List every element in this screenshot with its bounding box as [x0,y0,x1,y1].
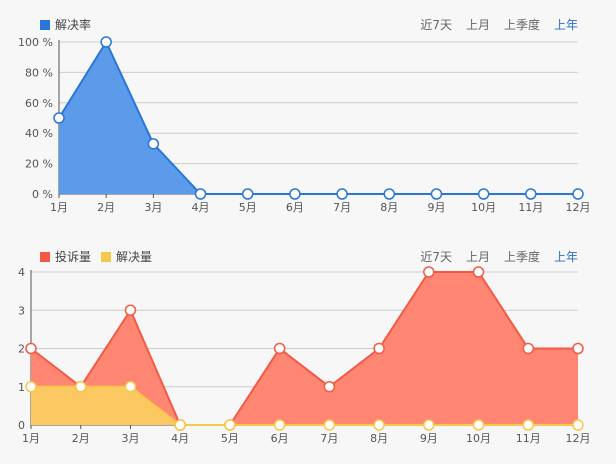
legend-label: 解决率 [55,18,92,32]
data-point [147,138,160,150]
x-tick-label: 6月 [271,432,289,445]
data-point [423,419,435,431]
tab-last-year[interactable]: 上年 [553,250,578,264]
x-tick-label: 11月 [516,432,541,445]
data-point [224,419,236,431]
x-tick-label: 9月 [427,201,445,214]
x-tick-label: 5月 [239,201,257,214]
x-tick-label: 12月 [566,432,591,445]
x-tick-label: 11月 [518,201,543,214]
data-point [525,188,537,200]
data-point [522,342,535,355]
data-point [472,419,485,431]
x-tick-label: 5月 [221,432,239,445]
data-point [373,419,385,431]
y-tick-label: 0 % [32,188,53,201]
data-point [383,188,396,200]
y-tick-label: 20 % [25,158,53,171]
data-point [572,188,584,200]
series-line [31,385,578,426]
data-point [572,342,584,355]
series-area [31,272,578,425]
x-tick-label: 6月 [286,201,304,214]
y-tick-label: 100 % [18,36,53,49]
x-tick-label: 3月 [121,432,139,445]
complaints-chart: 0 1 2 3 4 1月 2月 3月 4月 5月 6月 7月 8月 9月 10月 11月 12月 [18,266,591,445]
x-tick-label: 2月 [72,432,90,445]
data-point [25,342,37,355]
tab-last-7-days[interactable]: 近7天 [420,18,452,32]
tab-last-7-days[interactable]: 近7天 [420,250,452,264]
x-tick-label: 12月 [566,201,591,214]
tab-last-month[interactable]: 上月 [465,250,490,264]
data-point [74,381,87,393]
x-tick-label: 4月 [171,432,189,445]
legend-swatch [40,251,50,262]
x-tick-label: 4月 [192,201,210,214]
legend-label: 解决量 [116,250,153,264]
data-point [273,419,286,431]
series-line [30,271,578,426]
tab-last-year[interactable]: 上年 [553,18,578,32]
data-point [100,36,112,48]
y-tick-label: 1 [18,381,25,394]
data-point [373,342,385,355]
tab-last-quarter[interactable]: 上季度 [503,18,540,32]
legend-item-resolved[interactable]: 解决量 [101,248,152,265]
data-point [323,419,336,431]
data-point [477,188,490,200]
y-tick-label: 80 % [25,66,53,79]
data-point [522,419,535,431]
data-point [53,112,65,124]
x-tick-label: 10月 [471,201,496,214]
legend: 投诉量 解决量 [40,248,152,265]
data-point [241,188,254,200]
data-point [194,188,207,200]
data-point [174,419,186,431]
data-point [472,266,485,278]
x-tick-label: 2月 [97,201,115,214]
range-tabs: 近7天 上月 上季度 上年 [420,16,578,33]
resolution-rate-panel: 解决率 近7天 上月 上季度 上年 0 % 20 % 40 % 60 % 80 % 100… [0,0,616,226]
resolution-rate-chart: 0 % 20 % 40 % 60 % 80 % 100 % 1月 2月 3月 4月 5月 6月 7月 8月… [18,36,591,214]
y-tick-label: 3 [18,304,25,317]
legend-item-resolution-rate[interactable]: 解决率 [40,16,91,33]
data-point [430,188,443,200]
x-tick-label: 1月 [50,201,68,214]
data-point [273,342,286,355]
data-point [124,381,137,393]
x-tick-label: 8月 [380,201,398,214]
y-tick-label: 2 [18,343,25,356]
x-tick-label: 3月 [144,201,162,214]
data-point [423,266,435,278]
legend-label: 投诉量 [55,250,92,264]
x-tick-label: 9月 [420,432,438,445]
series-area [59,42,578,194]
tab-last-month[interactable]: 上月 [465,18,490,32]
y-tick-label: 40 % [25,127,53,140]
data-point [323,381,336,393]
data-point [289,188,301,200]
legend-swatch [40,19,50,30]
data-point [124,304,137,316]
legend-item-complaints[interactable]: 投诉量 [40,248,91,265]
x-tick-label: 7月 [333,201,351,214]
data-point [336,188,348,200]
legend-swatch [101,251,112,262]
x-tick-label: 7月 [320,432,338,445]
legend: 解决率 [40,16,91,33]
y-tick-label: 60 % [25,97,53,110]
tab-last-quarter[interactable]: 上季度 [503,250,540,264]
range-tabs: 近7天 上月 上季度 上年 [420,248,578,265]
y-tick-label: 0 [18,419,25,432]
data-point [572,419,584,431]
complaints-panel: 投诉量 解决量 近7天 上月 上季度 上年 0 1 2 3 4 1月 2月 3月 4月 5月 6月 7… [0,232,616,464]
x-tick-label: 10月 [466,432,491,445]
x-tick-label: 8月 [370,432,388,445]
x-tick-label: 1月 [22,432,40,445]
y-tick-label: 4 [18,266,25,279]
data-point [25,381,37,393]
series-line [58,41,578,195]
